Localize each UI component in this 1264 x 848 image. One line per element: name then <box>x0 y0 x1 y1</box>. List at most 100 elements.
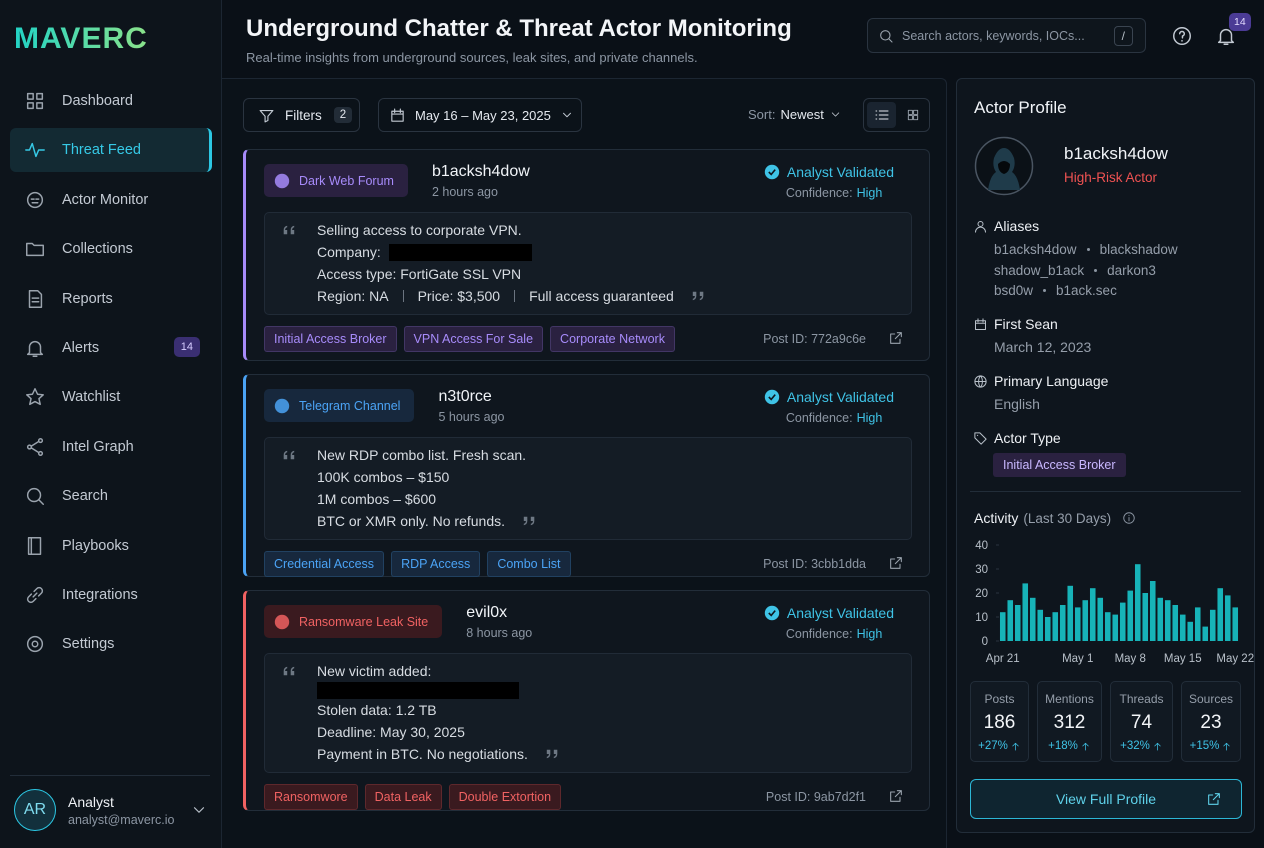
sidebar: MAVERC Dashboard Threat Feed Actor Monitor C… <box>0 0 222 848</box>
post-author: b1acksh4dow 2 hours ago <box>432 163 530 199</box>
tag[interactable]: Corporate Network <box>550 326 675 352</box>
icon <box>908 109 919 121</box>
nav-item[interactable]: Settings <box>10 622 212 666</box>
bar <box>1097 597 1104 641</box>
filters-button[interactable]: Filters 2 <box>243 98 360 132</box>
icon-path <box>975 221 986 233</box>
open-post[interactable] <box>888 555 904 576</box>
icon <box>890 332 902 344</box>
source-name: Telegram Channel <box>299 398 401 413</box>
quote-glyph <box>692 291 704 301</box>
nav-label: Settings <box>62 636 115 653</box>
actor-name: b1acksh4dow <box>1064 144 1168 163</box>
quote-line: Selling access to corporate VPN. <box>317 219 897 241</box>
list-view[interactable] <box>867 102 897 128</box>
validation: Analyst Validated Confidence: High <box>764 605 894 641</box>
post-card[interactable]: Telegram Channel n3t0rce 5 hours ago Analys… <box>243 374 930 577</box>
icon <box>26 92 44 110</box>
tag[interactable]: Data Leak <box>364 784 442 810</box>
tag[interactable]: Double Extortion <box>448 784 562 810</box>
separator <box>402 290 404 302</box>
icon-path <box>1217 28 1235 45</box>
icon <box>259 109 274 122</box>
icon-path <box>831 112 840 117</box>
icon <box>1223 742 1230 751</box>
post-header: Telegram Channel n3t0rce 5 hours ago Analys… <box>264 388 912 425</box>
bar <box>1112 614 1119 641</box>
x-tick-label: May 15 <box>1164 653 1202 665</box>
quote-line: Region: NA Price: $3,500 Full access guara… <box>317 285 897 307</box>
nav-label: Reports <box>62 290 113 307</box>
stat-card: Mentions 312 +18% <box>1037 681 1102 762</box>
user-menu[interactable] <box>190 801 208 824</box>
risk-level: High-Risk Actor <box>1064 170 1158 185</box>
nav-item[interactable]: Intel Graph <box>10 425 212 469</box>
open-post[interactable] <box>888 788 904 809</box>
date-range[interactable]: May 16 – May 23, 2025 <box>378 98 582 132</box>
validation-status: Analyst Validated <box>764 389 894 405</box>
icon-path <box>26 92 44 110</box>
post-card[interactable]: Dark Web Forum b1acksh4dow 2 hours ago Anal… <box>243 149 930 361</box>
post-tags: Ransomwore Data Leak Double Extortion Post … <box>264 784 912 810</box>
tag[interactable]: Ransomwore <box>264 784 358 810</box>
tag[interactable]: VPN Access For Sale <box>403 326 544 352</box>
confidence-label: Confidence: <box>785 186 853 200</box>
nav-label: Alerts <box>62 340 100 356</box>
bar <box>1029 597 1036 641</box>
quote-glyph <box>523 516 535 526</box>
tag[interactable]: Credential Access <box>264 551 385 577</box>
quote-line: New RDP combo list. Fresh scan. <box>317 444 897 466</box>
source-icon <box>274 614 290 629</box>
notifications-button[interactable] <box>1215 25 1237 52</box>
quote-line <box>317 682 897 699</box>
field-label: First Sean <box>994 316 1058 332</box>
field-label: Aliases <box>994 218 1040 234</box>
nav-item[interactable]: Search <box>10 474 212 518</box>
post-quote: Selling access to corporate VPN. Company:… <box>264 212 912 315</box>
icon-path <box>1223 742 1230 751</box>
activity-label: Activity <box>974 510 1019 526</box>
icon <box>875 110 889 120</box>
bar <box>1067 585 1074 641</box>
validation: Analyst Validated Confidence: High <box>764 164 894 200</box>
bar <box>1194 607 1201 641</box>
bar <box>1104 612 1111 641</box>
nav-item[interactable]: Reports <box>10 277 212 321</box>
tag[interactable]: Initial Access Broker <box>264 326 397 352</box>
open-post[interactable] <box>888 330 904 351</box>
bar <box>1059 605 1066 641</box>
date-range-value: May 16 – May 23, 2025 <box>415 107 551 123</box>
alias: blackshadow <box>1099 242 1178 257</box>
nav-item[interactable]: Watchlist <box>10 375 212 419</box>
quote-line: Company: <box>317 241 897 263</box>
sort-control[interactable]: Sort: Newest <box>748 107 842 122</box>
quote-icon <box>283 666 295 676</box>
bar <box>1232 607 1239 641</box>
icon-path <box>26 242 44 257</box>
nav-item[interactable]: Threat Feed <box>10 128 212 173</box>
tag[interactable]: Combo List <box>487 551 571 577</box>
bar <box>1082 600 1089 641</box>
nav-item[interactable]: Integrations <box>10 573 212 617</box>
stat-value: 23 <box>1200 712 1222 733</box>
search-box[interactable]: Search actors, keywords, IOCs... / <box>867 18 1146 53</box>
nav-label: Integrations <box>62 587 138 603</box>
stat-value: 74 <box>1130 712 1153 733</box>
post-time: 5 hours ago <box>438 410 505 424</box>
view-profile-button[interactable]: View Full Profile <box>970 779 1242 819</box>
help-button[interactable] <box>1171 25 1193 52</box>
nav-item[interactable]: Playbooks <box>10 524 212 568</box>
nav-item[interactable]: Collections <box>10 227 212 271</box>
stat-card: Threads 74 +32% <box>1110 681 1173 762</box>
nav-item[interactable]: Dashboard <box>10 79 212 123</box>
nav-item[interactable]: Alerts 14 <box>10 326 212 370</box>
logo: MAVERC <box>14 22 148 55</box>
alias-row: b1acksh4dow blackshadow <box>994 242 1178 257</box>
grid-view[interactable] <box>900 102 926 128</box>
field-label: Actor Type <box>994 430 1061 446</box>
tag[interactable]: RDP Access <box>391 551 481 577</box>
sort-label: Sort: <box>748 107 776 122</box>
nav-item[interactable]: Actor Monitor <box>10 178 212 222</box>
post-card[interactable]: Ransomware Leak Site evil0x 8 hours ago Ana… <box>243 590 930 811</box>
stat-label: Sources <box>1188 692 1234 706</box>
